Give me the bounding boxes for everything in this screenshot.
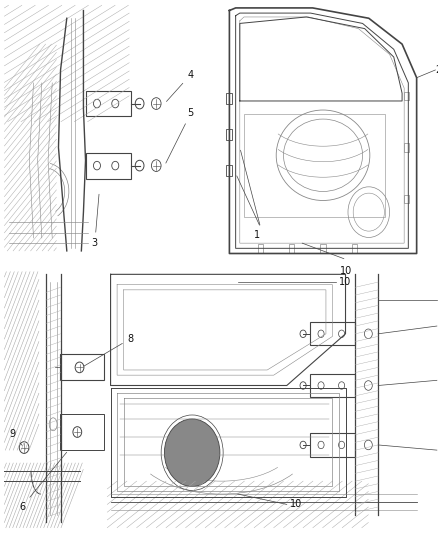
Text: 10: 10 — [340, 266, 352, 276]
Text: 6: 6 — [19, 453, 67, 512]
Bar — [320, 244, 326, 253]
Text: 4: 4 — [166, 70, 194, 101]
Bar — [226, 129, 233, 140]
Bar — [404, 143, 409, 152]
Bar — [289, 244, 294, 253]
Bar — [226, 93, 233, 104]
Text: 10: 10 — [290, 499, 302, 509]
Text: 9: 9 — [9, 429, 22, 446]
Bar — [60, 354, 104, 381]
Bar — [244, 114, 385, 217]
Bar — [85, 91, 131, 117]
Bar — [258, 244, 263, 253]
Text: 2: 2 — [435, 64, 438, 75]
Circle shape — [164, 419, 220, 487]
Bar — [310, 433, 355, 457]
Bar — [352, 244, 357, 253]
Text: 1: 1 — [254, 230, 261, 240]
Bar — [60, 414, 104, 450]
Bar — [404, 195, 409, 204]
Bar — [85, 152, 131, 179]
Circle shape — [300, 382, 306, 389]
Bar — [310, 374, 355, 397]
Circle shape — [135, 160, 144, 171]
Text: 10: 10 — [339, 277, 351, 287]
Circle shape — [300, 330, 306, 337]
Circle shape — [300, 441, 306, 449]
Bar — [310, 322, 355, 345]
Text: 5: 5 — [166, 109, 194, 163]
Text: 3: 3 — [92, 194, 99, 248]
Circle shape — [135, 98, 144, 109]
Bar — [226, 165, 233, 176]
Bar — [404, 92, 409, 100]
Text: 8: 8 — [84, 334, 134, 366]
